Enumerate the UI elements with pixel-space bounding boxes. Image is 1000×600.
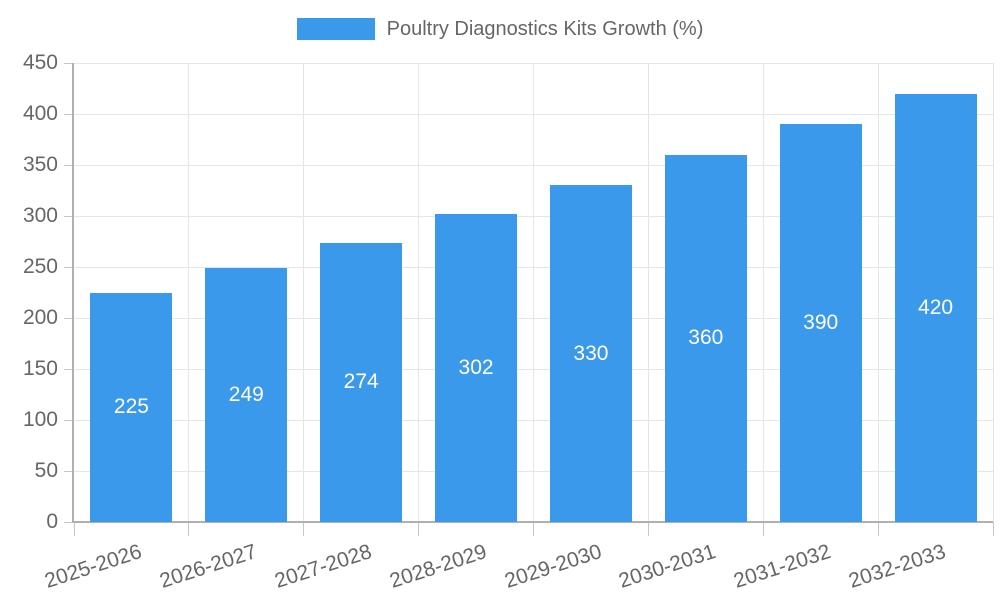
bar-value-label: 390 [803, 311, 839, 335]
y-axis-label: 200 [22, 306, 58, 329]
y-axis-label: 350 [22, 153, 58, 176]
x-axis-label: 2025-2026 [41, 540, 145, 593]
y-axis-label: 50 [34, 459, 58, 482]
y-tick [64, 62, 74, 64]
bar[interactable] [205, 268, 288, 522]
x-tick [303, 522, 305, 536]
v-gridline [188, 63, 190, 522]
y-tick [64, 266, 74, 268]
bar[interactable] [549, 185, 632, 522]
y-axis-line [72, 63, 74, 522]
x-tick [418, 522, 420, 536]
bar-value-label: 225 [113, 395, 149, 419]
legend-item[interactable]: Poultry Diagnostics Kits Growth (%) [0, 18, 1000, 40]
y-axis-label: 100 [22, 408, 58, 431]
x-tick [992, 522, 994, 536]
v-gridline [418, 63, 420, 522]
x-axis-line [72, 521, 993, 523]
y-axis-label: 0 [46, 510, 58, 533]
v-gridline [762, 63, 764, 522]
y-tick [64, 317, 74, 319]
x-tick [762, 522, 764, 536]
bar-value-label: 302 [458, 355, 494, 379]
bar-value-label: 249 [228, 383, 264, 406]
x-tick [647, 522, 649, 536]
x-axis-label: 2027-2028 [271, 540, 375, 593]
y-axis-label: 250 [22, 255, 58, 278]
y-tick [64, 215, 74, 217]
y-tick [64, 164, 74, 166]
y-tick [64, 113, 74, 115]
v-gridline [303, 63, 305, 522]
legend-label: Poultry Diagnostics Kits Growth (%) [386, 18, 704, 40]
x-axis-label: 2032-2033 [846, 540, 949, 593]
x-tick [877, 522, 879, 536]
legend-swatch [296, 18, 375, 40]
v-gridline [647, 63, 649, 522]
bar-value-label: 360 [688, 326, 724, 350]
v-gridline [877, 63, 879, 522]
bar[interactable] [894, 93, 977, 522]
y-axis-label: 150 [22, 357, 58, 380]
bar[interactable] [779, 124, 862, 522]
x-tick [73, 522, 75, 536]
bar-value-label: 274 [343, 370, 379, 394]
x-axis-label: 2026-2027 [156, 540, 260, 593]
x-tick [533, 522, 534, 536]
v-gridline [533, 63, 534, 522]
x-axis-label: 2031-2032 [731, 540, 834, 593]
bar-value-label: 420 [918, 295, 954, 319]
bar[interactable] [320, 242, 403, 522]
x-axis-label: 2028-2029 [386, 540, 490, 593]
x-axis-label: 2029-2030 [501, 540, 605, 593]
x-axis-label: 2030-2031 [616, 540, 719, 593]
y-tick [64, 419, 74, 421]
v-gridline [992, 63, 994, 522]
y-axis-label: 300 [22, 204, 58, 227]
bar[interactable] [664, 154, 747, 522]
bar[interactable] [435, 213, 518, 522]
y-tick [64, 521, 74, 523]
y-tick [64, 368, 74, 370]
bar[interactable] [90, 292, 173, 522]
bar-value-label: 330 [573, 341, 609, 365]
y-axis-label: 400 [22, 102, 58, 125]
y-axis-label: 450 [22, 51, 58, 74]
x-tick [188, 522, 190, 536]
y-tick [64, 470, 74, 472]
